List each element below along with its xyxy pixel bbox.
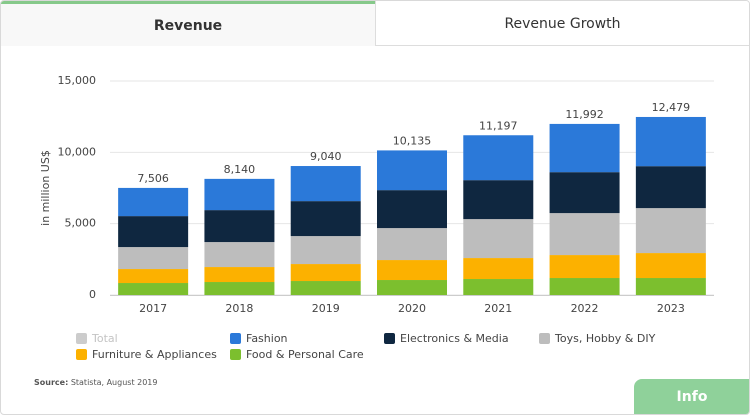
- x-tick-label: 2021: [484, 302, 512, 315]
- bar-segment: [549, 278, 620, 295]
- bar-segment: [118, 283, 189, 295]
- bar-segment: [118, 216, 189, 248]
- bar-segment: [463, 258, 534, 280]
- x-tick-label: 2019: [312, 302, 340, 315]
- source: Source: Statista, August 2019: [34, 378, 157, 387]
- y-tick-label: 0: [89, 288, 96, 301]
- bar-segment: [549, 213, 620, 256]
- bar-segment: [377, 280, 447, 295]
- legend-label: Total: [91, 332, 118, 345]
- bar-segment: [463, 279, 534, 295]
- source-text: Statista, August 2019: [70, 378, 158, 387]
- bar-segment: [549, 255, 620, 279]
- total-label: 8,140: [224, 163, 256, 176]
- total-label: 11,197: [479, 119, 518, 132]
- x-tick-label: 2020: [398, 302, 426, 315]
- bar-segment: [635, 208, 706, 254]
- total-label: 7,506: [137, 172, 169, 185]
- bar-segment: [463, 219, 534, 259]
- total-label: 12,479: [652, 101, 691, 114]
- legend-swatch: [76, 349, 87, 360]
- x-tick-label: 2022: [571, 302, 599, 315]
- bar-segment: [204, 178, 275, 211]
- bar-segment: [204, 282, 275, 295]
- bar-segment: [463, 135, 534, 181]
- y-tick-label: 10,000: [58, 145, 97, 158]
- bar-segment: [549, 123, 620, 173]
- legend-label: Electronics & Media: [400, 332, 509, 345]
- bar-segment: [290, 166, 361, 202]
- legend-swatch: [76, 333, 87, 344]
- legend-label: Food & Personal Care: [246, 348, 364, 361]
- bar-segment: [290, 264, 361, 282]
- bar-segment: [204, 267, 275, 283]
- source-label: Source:: [34, 378, 69, 387]
- bar-segment: [635, 116, 706, 167]
- bar-segment: [204, 242, 275, 268]
- bar-segment: [635, 166, 706, 209]
- bar-segment: [377, 260, 447, 281]
- info-button[interactable]: Info: [634, 379, 749, 414]
- legend-swatch: [230, 349, 241, 360]
- legend-label: Furniture & Appliances: [92, 348, 217, 361]
- bar-segment: [377, 150, 447, 191]
- x-tick-label: 2018: [225, 302, 253, 315]
- total-label: 11,992: [565, 108, 604, 121]
- bar-segment: [549, 172, 620, 214]
- y-tick-label: 5,000: [65, 217, 97, 230]
- legend-swatch: [539, 333, 550, 344]
- total-label: 10,135: [393, 134, 432, 147]
- bar-segment: [635, 278, 706, 295]
- x-tick-label: 2023: [657, 302, 685, 315]
- bar-segment: [377, 228, 447, 261]
- bar-segment: [118, 187, 189, 217]
- legend-swatch: [230, 333, 241, 344]
- bar-segment: [118, 269, 189, 284]
- tab[interactable]: Revenue: [1, 1, 375, 46]
- bar-segment: [463, 180, 534, 220]
- tab[interactable]: Revenue Growth: [375, 1, 749, 46]
- legend-label: Fashion: [246, 332, 288, 345]
- x-tick-label: 2017: [139, 302, 167, 315]
- bar-segment: [204, 210, 275, 243]
- bar-segment: [635, 253, 706, 279]
- legend-label: Toys, Hobby & DIY: [554, 332, 656, 345]
- total-label: 9,040: [310, 150, 342, 163]
- bar-segment: [290, 281, 361, 295]
- y-tick-label: 15,000: [58, 74, 97, 87]
- y-axis-label: in million US$: [39, 150, 52, 226]
- legend-swatch: [384, 333, 395, 344]
- bar-segment: [118, 247, 189, 270]
- bar-segment: [290, 236, 361, 265]
- bar-segment: [290, 201, 361, 237]
- bar-segment: [377, 190, 447, 229]
